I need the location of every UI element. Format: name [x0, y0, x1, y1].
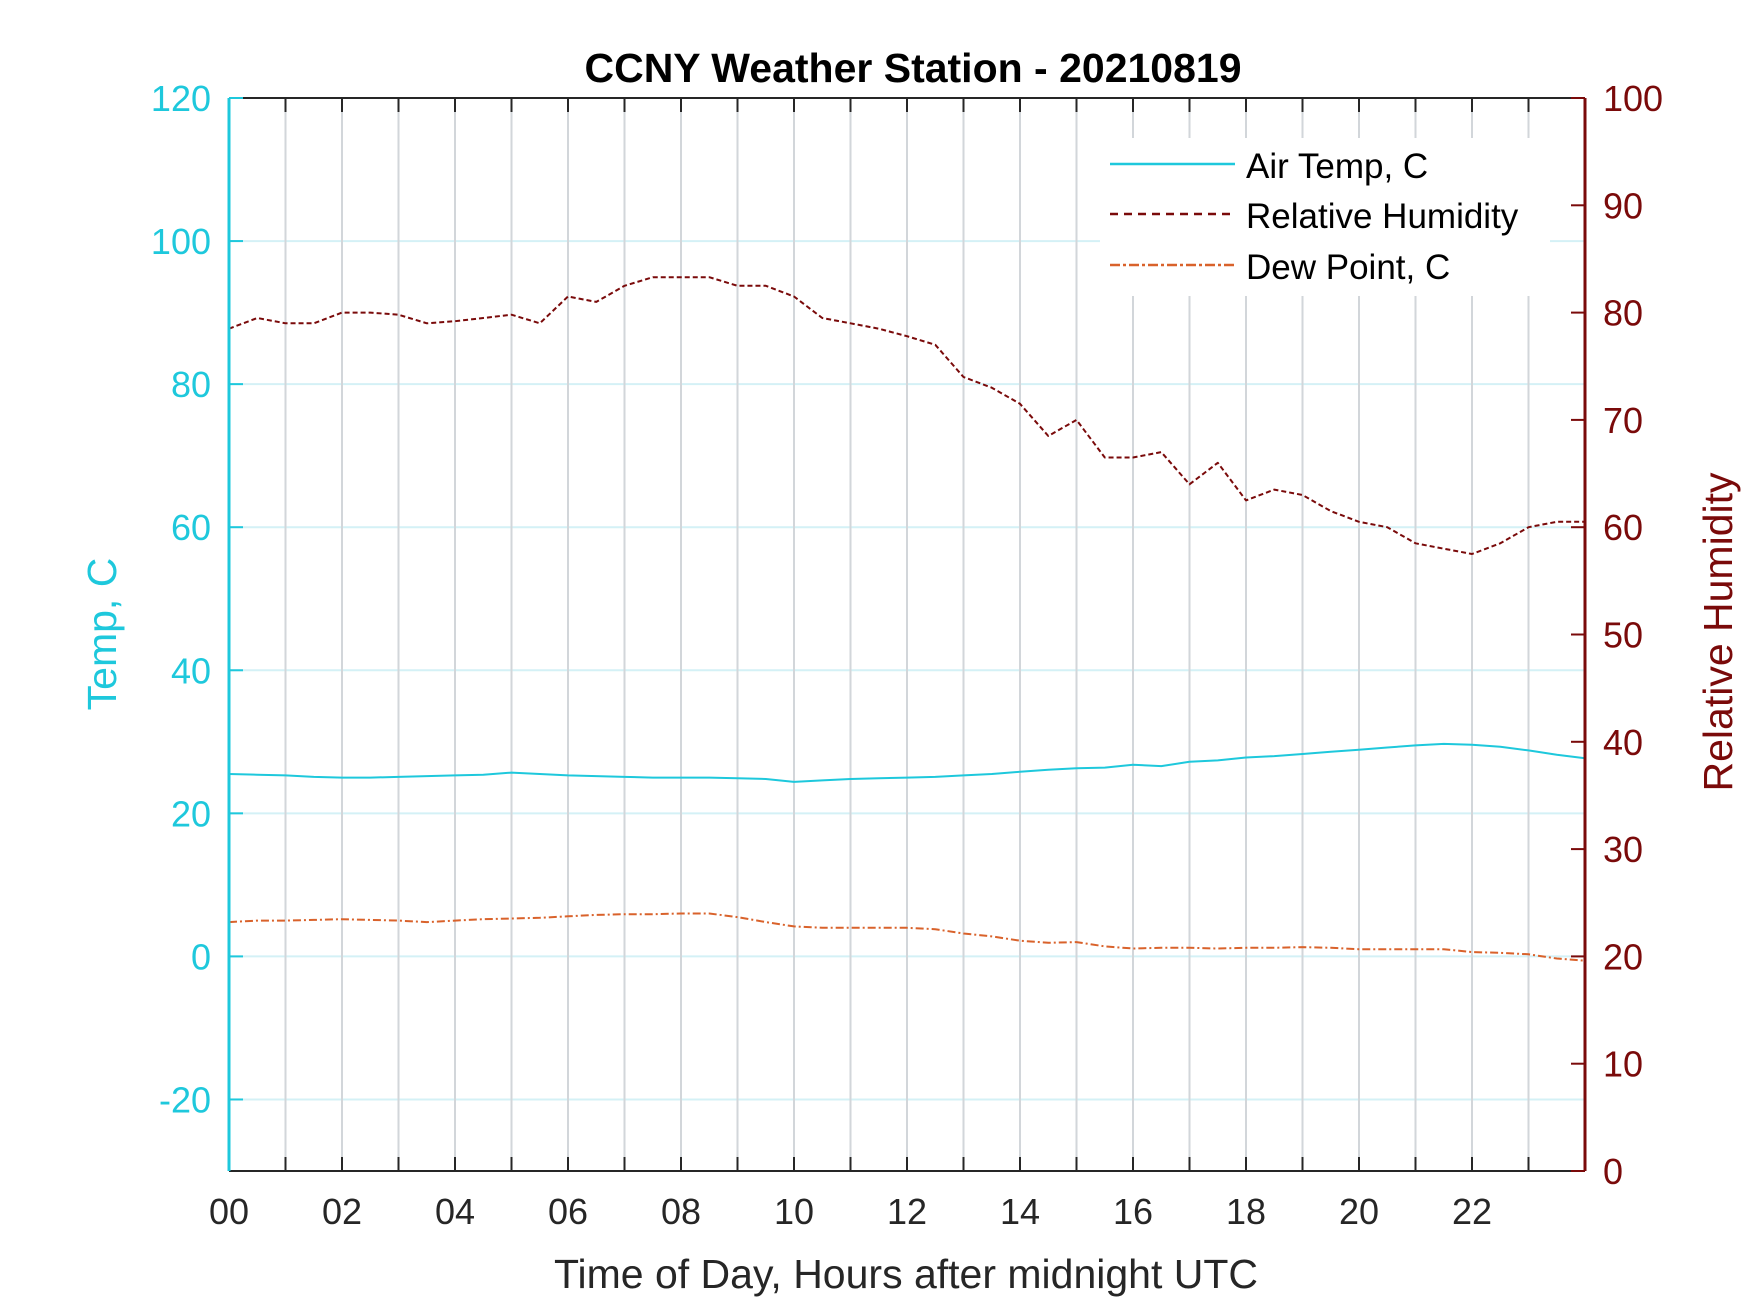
y-right-tick-label: 80: [1603, 293, 1643, 334]
legend: Air Temp, C Relative Humidity Dew Point,…: [1100, 138, 1550, 296]
x-tick-label: 14: [1000, 1191, 1040, 1232]
y-right-tick-label: 0: [1603, 1151, 1623, 1192]
y-left-tick-label: 80: [171, 364, 211, 405]
x-tick-label: 12: [887, 1191, 927, 1232]
series-line-air-temp: [228, 742, 1586, 783]
y-right-tick-label: 50: [1603, 615, 1643, 656]
legend-label-dew-point: Dew Point, C: [1246, 248, 1450, 287]
x-tick-label: 20: [1339, 1191, 1379, 1232]
grid: [229, 97, 1585, 1171]
series-line-humidity: [228, 276, 1585, 555]
x-tick-label: 06: [548, 1191, 588, 1232]
x-tick-label: 16: [1113, 1191, 1153, 1232]
y-right-tick-label: 70: [1603, 400, 1643, 441]
x-tick-label: 08: [661, 1191, 701, 1232]
x-axis-title: Time of Day, Hours after midnight UTC: [554, 1251, 1258, 1297]
x-tick-label: 18: [1226, 1191, 1266, 1232]
x-tick-label: 00: [209, 1191, 249, 1232]
y-left-tick-label: 120: [151, 78, 211, 119]
x-tick-label: 22: [1452, 1191, 1492, 1232]
series-line-dew-point: [228, 912, 1586, 962]
legend-label-air-temp: Air Temp, C: [1246, 147, 1428, 186]
y-axis-left-title: Temp, C: [79, 558, 125, 711]
plot-series: [228, 276, 1586, 962]
y-right-tick-label: 100: [1603, 78, 1663, 119]
legend-label-humidity: Relative Humidity: [1246, 197, 1519, 236]
chart-title: CCNY Weather Station - 20210819: [584, 45, 1241, 91]
y-left-tick-label: 0: [191, 936, 211, 977]
y-left-tick-label: 60: [171, 507, 211, 548]
y-left-tick-label: -20: [159, 1079, 211, 1120]
y-left-tick-label: 20: [171, 793, 211, 834]
y-right-tick-label: 30: [1603, 829, 1643, 870]
y-right-tick-label: 40: [1603, 722, 1643, 763]
y-right-tick-label: 10: [1603, 1044, 1643, 1085]
y-right-tick-label: 20: [1603, 936, 1643, 977]
x-tick-label: 10: [774, 1191, 814, 1232]
y-left-tick-label: 40: [171, 650, 211, 691]
y-left-tick-label: 100: [151, 221, 211, 262]
axes: 00 02 04 06 08 10 12 14 16 18 20 22-200204060801001…: [151, 78, 1663, 1232]
y-right-tick-label: 60: [1603, 507, 1643, 548]
y-right-tick-label: 90: [1603, 185, 1643, 226]
y-axis-right-title: Relative Humidity: [1695, 472, 1741, 791]
x-tick-label: 04: [435, 1191, 475, 1232]
x-tick-label: 02: [322, 1191, 362, 1232]
